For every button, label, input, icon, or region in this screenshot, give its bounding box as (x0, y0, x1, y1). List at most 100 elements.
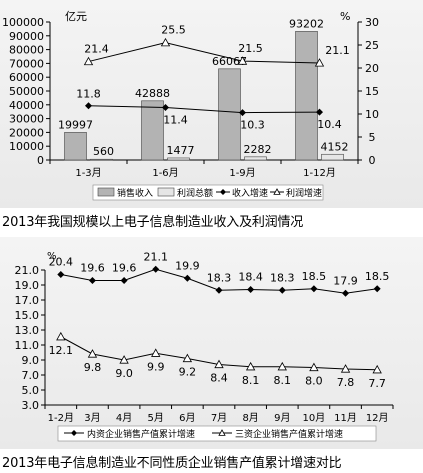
foreign-growth-label: 9.9 (147, 360, 165, 373)
y-left-tick-label: 20000 (9, 126, 44, 139)
y-tick-label: 15.0 (15, 309, 40, 322)
domestic-growth-label: 21.1 (143, 250, 168, 263)
foreign-growth-label: 7.7 (368, 377, 386, 390)
legend-swatch-profit (158, 188, 174, 196)
domestic-growth-label: 18.5 (302, 270, 327, 283)
chart1-panel: 0 10000 20000 30000 40000 50000 60000 70000 8000… (0, 0, 423, 208)
growth-comparison-chart: 3.0 5.0 7.0 9.0 11.0 13.0 15.0 17.0 19.0 21.0% 1-2… (0, 237, 423, 449)
chart2-caption: 2013年电子信息制造业不同性质企业销售产值累计增速对比 (2, 452, 423, 471)
total-profit-label: 1477 (167, 144, 195, 157)
domestic-growth-point (184, 275, 191, 282)
x-tick-label: 4月 (116, 412, 132, 424)
foreign-growth-label: 8.1 (274, 374, 292, 387)
y-right-tick-label: 20 (365, 62, 379, 75)
legend-swatch-sales (98, 188, 114, 196)
legend-label-foreign: 三资企业销售产值累计增速 (235, 428, 343, 440)
y-tick-label: 19.0 (15, 279, 40, 292)
y-right-tick-label: 10 (365, 108, 379, 121)
y-tick-label: 5.0 (22, 384, 40, 397)
domestic-growth-label: 18.3 (270, 271, 295, 284)
foreign-growth-label: 8.1 (242, 374, 260, 387)
x-tick-label: 1-12月 (303, 167, 336, 179)
profit-growth-point (162, 39, 170, 46)
sales-revenue-bar (296, 31, 318, 160)
foreign-growth-point (152, 349, 160, 356)
y-left-tick-label: 30000 (9, 113, 44, 126)
revenue-growth-label: 11.8 (76, 88, 101, 101)
foreign-growth-label: 8.0 (305, 375, 323, 388)
x-tick-label: 5月 (148, 412, 164, 424)
y-left-unit: 亿元 (65, 10, 87, 23)
profit-growth-label: 21.4 (84, 43, 109, 56)
domestic-growth-point (374, 285, 381, 292)
chart2-panel: 3.0 5.0 7.0 9.0 11.0 13.0 15.0 17.0 19.0 21.0% 1-2… (0, 237, 423, 449)
x-tick-label: 1-3月 (75, 167, 101, 179)
legend-label-domestic: 内资企业销售产值累计增速 (87, 428, 195, 440)
y-right-tick-label: 0 (369, 154, 376, 167)
domestic-growth-point (216, 287, 223, 294)
foreign-growth-label: 9.0 (115, 367, 133, 380)
total-profit-label: 4152 (321, 140, 349, 153)
sales-revenue-bar (65, 132, 87, 160)
x-tick-label: 1-9月 (229, 167, 255, 179)
x-tick-label: 8月 (242, 412, 258, 424)
total-profit-bar (322, 154, 344, 160)
domestic-growth-label: 20.4 (49, 256, 74, 269)
foreign-growth-label: 7.8 (337, 376, 355, 389)
foreign-growth-label: 9.2 (179, 366, 197, 379)
y-left-tick-label: 100000 (2, 16, 44, 29)
domestic-growth-point (279, 287, 286, 294)
y-left-tick-label: 10000 (9, 140, 44, 153)
x-tick-label: 3月 (84, 412, 100, 424)
domestic-growth-point (247, 286, 254, 293)
x-tick-label: 7月 (211, 412, 227, 424)
revenue-growth-line (89, 106, 320, 113)
legend-label-profit-growth: 利润增速 (286, 187, 322, 199)
y-right-tick-label: 25 (365, 39, 379, 52)
y-right-tick-label: 15 (365, 85, 379, 98)
y-left-tick-label: 0 (37, 154, 44, 167)
domestic-growth-point (152, 266, 159, 273)
profit-growth-line (89, 43, 320, 63)
foreign-growth-point (88, 350, 96, 357)
y-tick-label: 13.0 (15, 324, 40, 337)
sales-revenue-label: 42888 (135, 87, 170, 100)
y-tick-label: 11.0 (15, 339, 40, 352)
y-left-tick-label: 70000 (9, 57, 44, 70)
domestic-growth-point (57, 271, 64, 278)
domestic-growth-label: 19.6 (80, 262, 105, 275)
total-profit-label: 2282 (244, 143, 272, 156)
sales-revenue-bar (142, 101, 164, 160)
foreign-growth-label: 12.1 (49, 344, 74, 357)
y-left-tick-label: 60000 (9, 71, 44, 84)
chart1-caption: 2013年我国规模以上电子信息制造业收入及利润情况 (2, 211, 423, 230)
revenue-growth-label: 11.4 (163, 114, 188, 127)
domestic-growth-label: 18.3 (207, 271, 232, 284)
foreign-growth-point (57, 333, 65, 340)
total-profit-bar (168, 158, 190, 160)
revenue-growth-label: 10.4 (317, 118, 342, 131)
x-tick-label: 1-2月 (48, 412, 74, 424)
y-tick-label: 3.0 (22, 399, 40, 412)
legend-label-sales: 销售收入 (117, 187, 153, 199)
revenue-growth-point (85, 102, 92, 109)
y-right-tick-label: 5 (369, 131, 376, 144)
x-tick-label: 12月 (366, 412, 389, 424)
foreign-growth-label: 8.4 (210, 372, 228, 385)
domestic-growth-label: 18.4 (238, 271, 263, 284)
y-left-tick-label: 40000 (9, 99, 44, 112)
foreign-growth-label: 9.8 (84, 361, 102, 374)
sales-revenue-label: 19997 (58, 118, 93, 131)
domestic-growth-point (89, 277, 96, 284)
domestic-growth-point (342, 290, 349, 297)
x-tick-label: 6月 (179, 412, 195, 424)
x-tick-label: 9月 (274, 412, 290, 424)
domestic-growth-label: 19.9 (175, 259, 200, 272)
revenue-profit-chart: 0100002000030000400005000060000700008000… (0, 0, 423, 208)
sales-revenue-bar (219, 69, 241, 160)
legend-label-profit: 利润总额 (177, 187, 213, 199)
profit-growth-label: 21.1 (325, 44, 350, 57)
profit-growth-label: 21.5 (238, 42, 263, 55)
y-tick-label: 17.0 (15, 294, 40, 307)
total-profit-label: 560 (93, 145, 114, 158)
